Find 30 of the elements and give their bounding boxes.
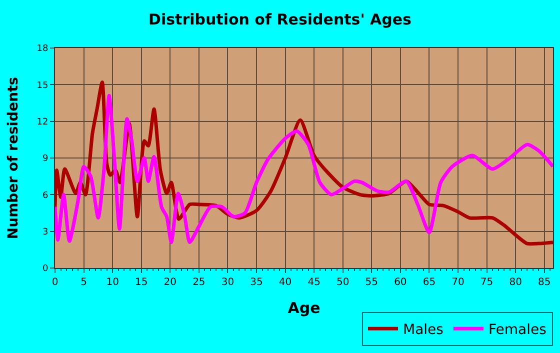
x-tick-label: 35 xyxy=(250,277,263,288)
x-tick-label: 5 xyxy=(80,277,87,288)
x-tick-label: 45 xyxy=(308,277,320,288)
x-tick-label: 70 xyxy=(452,277,464,288)
x-tick-label: 30 xyxy=(221,277,234,288)
y-tick-label: 12 xyxy=(36,117,48,128)
x-tick-label: 0 xyxy=(52,277,58,288)
x-tick-label: 75 xyxy=(480,277,494,288)
y-tick-label: 18 xyxy=(36,44,48,54)
y-tick-label: 6 xyxy=(42,190,48,201)
legend-label: Females xyxy=(488,322,546,338)
x-tick-label: 25 xyxy=(192,277,206,288)
legend-label: Males xyxy=(403,322,444,338)
x-tick-label: 80 xyxy=(509,277,522,288)
x-tick-label: 55 xyxy=(365,277,378,288)
y-tick-label: 15 xyxy=(36,80,48,91)
chart-title: Distribution of Residents' Ages xyxy=(148,10,412,29)
x-tick-label: 40 xyxy=(278,277,292,288)
y-tick-label: 3 xyxy=(42,227,48,238)
x-tick-label: 60 xyxy=(394,277,407,288)
x-tick-label: 65 xyxy=(422,277,436,288)
x-tick-label: 20 xyxy=(164,277,177,288)
y-axis-title: Number of residents xyxy=(5,76,22,240)
x-tick-label: 85 xyxy=(538,277,551,288)
x-axis-title: Age xyxy=(288,299,320,317)
x-tick-label: 15 xyxy=(134,277,148,288)
x-tick-label: 50 xyxy=(336,277,350,288)
y-tick-label: 9 xyxy=(42,154,48,164)
y-tick-label: 0 xyxy=(42,264,48,274)
x-tick-label: 10 xyxy=(106,277,119,288)
